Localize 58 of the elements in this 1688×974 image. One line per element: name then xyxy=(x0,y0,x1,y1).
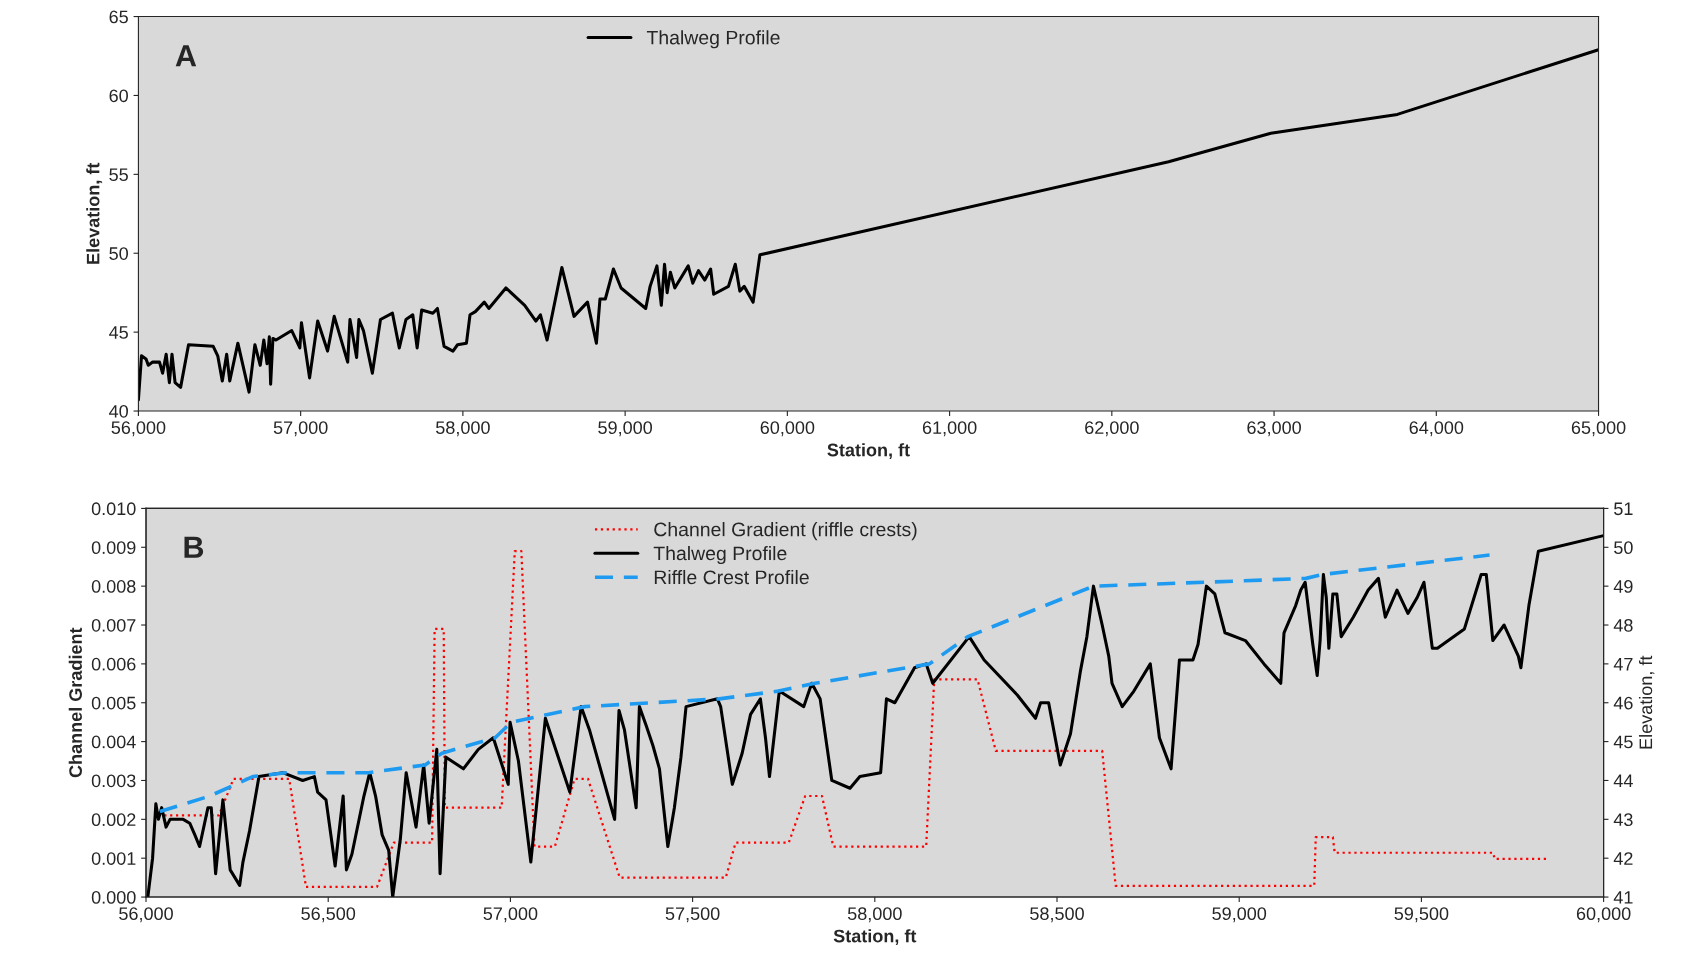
y-tick-label: 60 xyxy=(109,89,128,103)
y2-tick-label: 45 xyxy=(1613,735,1633,749)
x-tick-label: 61,000 xyxy=(922,421,977,437)
x-tick-label: 58,500 xyxy=(1030,907,1084,923)
x-tick-label: 58,000 xyxy=(436,421,490,437)
x-tick-label: 60,000 xyxy=(1576,907,1631,923)
y2-axis-title: Elevation, ft xyxy=(1638,655,1655,749)
y-tick-label: 65 xyxy=(109,10,128,24)
annotation: B xyxy=(184,536,204,558)
y-tick-label: 0.010 xyxy=(91,502,136,516)
y2-tick-label: 48 xyxy=(1613,618,1633,632)
y-tick-label: 0.005 xyxy=(91,696,136,710)
y2-tick-label: 46 xyxy=(1613,696,1633,710)
x-tick-label: 57,000 xyxy=(273,421,328,437)
y-tick-label: 0.002 xyxy=(91,813,136,827)
legend-label: Riffle Crest Profile xyxy=(654,569,809,585)
y-tick-label: 0.004 xyxy=(91,735,136,749)
x-tick-label: 59,500 xyxy=(1394,907,1449,923)
y2-tick-label: 47 xyxy=(1613,658,1633,671)
x-axis-title: Station, ft xyxy=(827,443,910,460)
x-tick-label: 64,000 xyxy=(1409,421,1464,437)
y2-tick-label: 49 xyxy=(1613,580,1633,593)
x-tick-label: 62,000 xyxy=(1085,421,1139,437)
y2-tick-label: 51 xyxy=(1614,502,1633,516)
y-tick-label: 0.007 xyxy=(91,618,136,632)
x-axis-title: Station, ft xyxy=(833,929,917,946)
y2-tick-label: 50 xyxy=(1614,541,1633,555)
x-tick-label: 63,000 xyxy=(1247,421,1301,437)
x-tick-label: 60,000 xyxy=(760,421,815,437)
y-tick-label: 55 xyxy=(109,168,128,182)
y-tick-label: 0.009 xyxy=(91,541,136,555)
x-tick-label: 58,000 xyxy=(847,907,902,923)
annotation: A xyxy=(175,45,197,67)
y2-tick-label: 43 xyxy=(1613,813,1633,827)
legend-label: Channel Gradient (riffle crests) xyxy=(654,522,917,541)
legend-label: Thalweg Profile xyxy=(646,30,780,49)
x-tick-label: 65,000 xyxy=(1571,421,1626,437)
y-tick-label: 45 xyxy=(109,326,128,339)
y-tick-label: 0.001 xyxy=(91,852,136,865)
y-tick-label: 50 xyxy=(109,247,128,260)
x-tick-label: 57,500 xyxy=(665,907,720,923)
legend-label: Thalweg Profile xyxy=(653,546,787,565)
x-tick-label: 56,000 xyxy=(119,907,173,923)
x-tick-label: 56,500 xyxy=(301,907,356,923)
y-tick-label: 0.003 xyxy=(91,774,136,788)
x-tick-label: 59,000 xyxy=(1212,907,1267,923)
y2-tick-label: 41 xyxy=(1613,891,1633,904)
x-tick-label: 59,000 xyxy=(598,421,653,437)
y-axis-title: Elevation, ft xyxy=(86,162,103,264)
y-tick-label: 40 xyxy=(109,404,128,418)
y2-tick-label: 44 xyxy=(1613,774,1633,788)
x-tick-label: 57,000 xyxy=(483,907,538,923)
y-tick-label: 0.000 xyxy=(91,890,136,904)
y-axis-title: Channel Gradient xyxy=(68,627,82,778)
y2-tick-label: 42 xyxy=(1613,852,1633,865)
x-tick-label: 56,000 xyxy=(111,421,166,437)
y-tick-label: 0.008 xyxy=(91,580,136,593)
y-tick-label: 0.006 xyxy=(91,657,136,671)
